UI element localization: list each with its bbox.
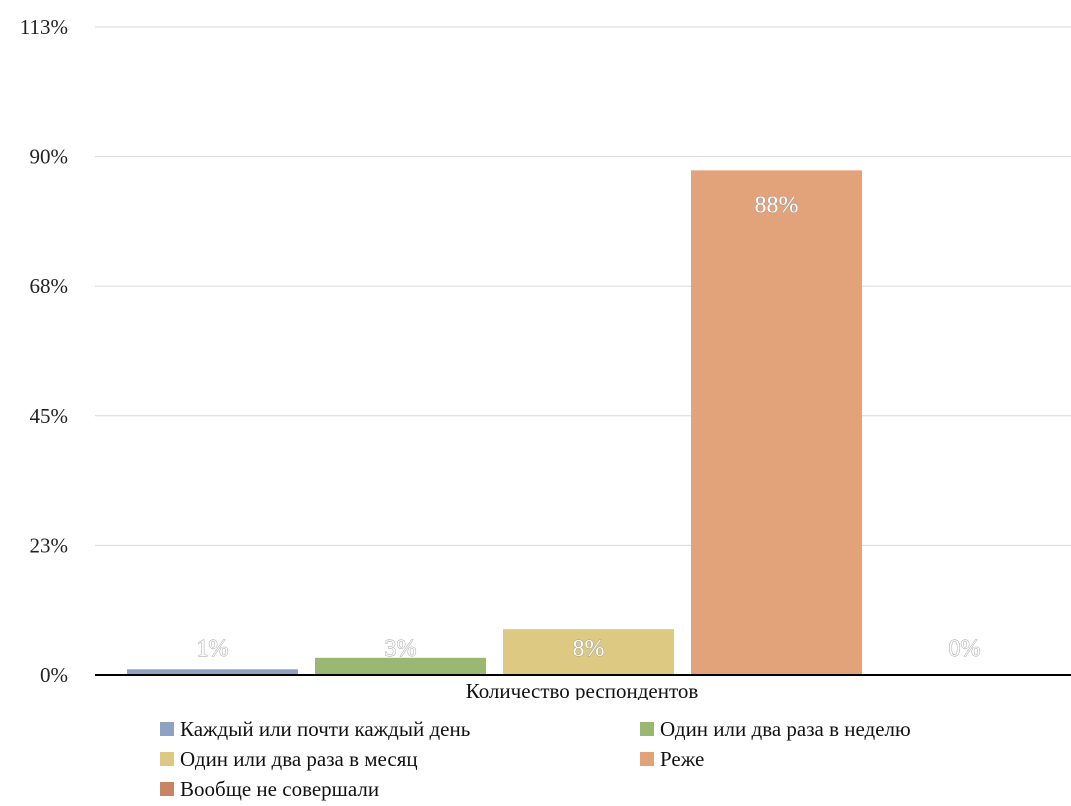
- legend-item: Реже: [640, 746, 1020, 772]
- legend-label: Один или два раза в месяц: [180, 746, 418, 771]
- data-labels: 1% 3% 8% 88% 0%: [196, 192, 981, 663]
- y-tick-label: 68%: [30, 274, 69, 298]
- legend-item: Вообще не совершали: [160, 776, 640, 802]
- data-label: 88%: [755, 192, 799, 218]
- y-tick-label: 0%: [40, 663, 68, 687]
- legend-label: Один или два раза в неделю: [660, 716, 911, 741]
- y-tick-label: 113%: [20, 15, 68, 39]
- legend-swatch: [640, 752, 654, 766]
- data-label: 8%: [573, 636, 605, 662]
- y-tick-label: 23%: [30, 533, 69, 557]
- legend-label: Вообще не совершали: [180, 776, 380, 801]
- bars: [127, 170, 862, 675]
- legend-swatch: [160, 782, 174, 796]
- legend-item: Один или два раза в месяц: [160, 746, 640, 772]
- bar: [503, 629, 674, 675]
- x-axis-title: Количество респондентов: [466, 679, 699, 700]
- legend-swatch: [160, 752, 174, 766]
- bar-chart: 0% 23% 45% 68% 90% 113% 1% 3% 8% 88% 0% Количеств…: [20, 15, 1071, 700]
- data-label: 0%: [949, 636, 981, 662]
- y-axis-ticks: 0% 23% 45% 68% 90% 113%: [20, 15, 68, 687]
- bar: [691, 170, 862, 675]
- legend-item: Каждый или почти каждый день: [160, 716, 640, 742]
- legend-swatch: [160, 722, 174, 736]
- y-tick-label: 90%: [30, 145, 69, 169]
- y-tick-label: 45%: [30, 404, 69, 428]
- data-label: 3%: [385, 636, 417, 662]
- legend: Каждый или почти каждый день Один или два…: [160, 716, 1020, 802]
- legend-label: Каждый или почти каждый день: [180, 716, 471, 741]
- bar: [315, 657, 486, 675]
- data-label: 1%: [197, 636, 229, 662]
- legend-label: Реже: [660, 746, 705, 771]
- legend-item: Один или два раза в неделю: [640, 716, 1020, 742]
- legend-swatch: [640, 722, 654, 736]
- bar: [127, 669, 298, 675]
- gridlines: [95, 26, 1071, 546]
